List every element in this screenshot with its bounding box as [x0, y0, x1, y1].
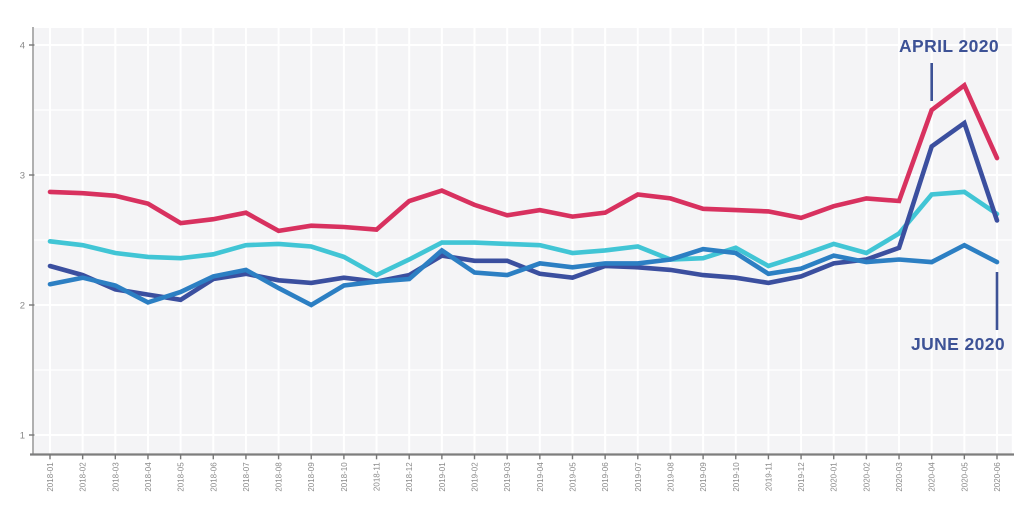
- y-tick-label: 3: [20, 171, 25, 182]
- x-tick-label: 2020-04: [928, 462, 937, 492]
- x-tick-label: 2018-09: [307, 462, 316, 492]
- x-tick-label: 2018-02: [79, 462, 88, 492]
- x-tick-label: 2018-03: [111, 462, 120, 492]
- crimson-series-line: [47, 81, 1000, 234]
- x-tick-label: 2019-05: [568, 462, 577, 492]
- x-tick-label: 2019-08: [666, 462, 675, 492]
- x-tick-label: 2020-02: [862, 462, 871, 492]
- x-tick-label: 2018-08: [275, 462, 284, 492]
- annotation-june-2020: JUNE 2020: [910, 334, 1006, 354]
- x-tick-label: 2020-03: [895, 462, 904, 492]
- medium-blue-series-line: [47, 242, 1000, 308]
- x-tick-label: 2020-01: [830, 462, 839, 492]
- x-tick-label: 2019-07: [634, 462, 643, 492]
- x-tick-label: 2019-04: [536, 462, 545, 492]
- x-tick-label: 2018-10: [340, 462, 349, 492]
- x-tick-label: 2018-11: [373, 462, 382, 491]
- x-tick-label: 2019-10: [732, 462, 741, 492]
- x-tick-label: 2018-04: [144, 462, 153, 492]
- x-tick-label: 2018-01: [46, 462, 55, 492]
- x-tick-label: 2019-03: [503, 462, 512, 492]
- y-tick-label: 1: [20, 431, 25, 442]
- x-tick-label: 2018-12: [405, 462, 414, 492]
- x-tick-label: 2019-06: [601, 462, 610, 492]
- plot-background: [33, 28, 1012, 454]
- x-tick-label: 2019-02: [471, 462, 480, 492]
- x-tick-label: 2019-11: [764, 462, 773, 491]
- y-tick-label: 2: [20, 301, 25, 312]
- x-tick-label: 2019-01: [438, 462, 447, 492]
- x-tick-label: 2020-06: [993, 462, 1002, 492]
- x-tick-label: 2018-07: [242, 462, 251, 492]
- x-tick-label: 2018-05: [177, 462, 186, 492]
- cyan-series-line: [47, 189, 1000, 278]
- y-tick-label: 4: [20, 41, 25, 52]
- annotation-april-2020: APRIL 2020: [899, 36, 999, 56]
- x-tick-label: 2019-09: [699, 462, 708, 492]
- x-tick-label: 2018-06: [209, 462, 218, 492]
- x-tick-label: 2019-12: [797, 462, 806, 492]
- x-tick-label: 2020-05: [960, 462, 969, 492]
